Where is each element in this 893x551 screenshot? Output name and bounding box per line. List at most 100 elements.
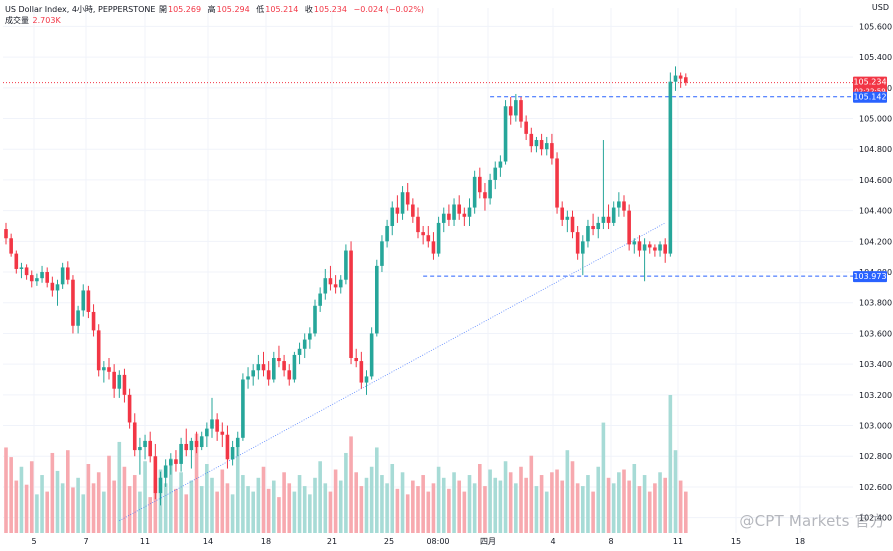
candle-body [81, 290, 86, 311]
volume-bar [478, 464, 482, 533]
candle-body [328, 278, 333, 285]
candle-body [575, 232, 580, 254]
candle-body [606, 216, 611, 223]
volume-bar [112, 480, 116, 533]
volume-bar [205, 464, 209, 533]
volume-bar [586, 475, 590, 533]
candle-body [302, 339, 307, 349]
volume-bars [4, 395, 688, 533]
volume-bar [426, 491, 431, 533]
time-axis[interactable]: 5 7 11 14 18 21 25 08:00 四月 4 8 11 15 18 [31, 537, 805, 546]
high-label: 高 [207, 5, 216, 14]
candle-body [658, 244, 662, 251]
candle-body [596, 222, 601, 230]
candle-body [637, 241, 642, 251]
candle-body [467, 207, 472, 217]
candle-body [565, 216, 570, 220]
volume-bar [544, 491, 549, 533]
volume-bar [498, 480, 503, 533]
candle-body [282, 361, 286, 371]
volume-bar [71, 487, 75, 533]
candle-body [570, 216, 575, 233]
candle-body [529, 133, 534, 147]
candle-body [220, 431, 225, 435]
candle-body [272, 358, 276, 380]
volume-bar [148, 497, 152, 533]
candle-body [9, 238, 13, 254]
candle-body [519, 100, 523, 122]
candle-body [673, 75, 678, 82]
volume-bar [9, 457, 13, 533]
candle-body [380, 241, 384, 266]
candle-body [210, 419, 214, 429]
candle-body [544, 143, 549, 150]
volume-bar [472, 483, 477, 533]
candle-body [215, 419, 219, 432]
volume-bar [447, 488, 451, 533]
volume-bar [611, 483, 616, 533]
currency-label[interactable]: USD [871, 3, 889, 12]
candle-body [102, 367, 106, 371]
candle-body [426, 235, 431, 242]
candle-body [390, 207, 395, 226]
volume-bar [581, 486, 585, 533]
symbol-title[interactable]: US Dollar Index, 4小時, PEPPERSTONE [5, 5, 156, 14]
candle-body [627, 210, 631, 245]
volume-bar [338, 480, 343, 533]
x-tick-label: 25 [384, 537, 394, 546]
volume-bar [452, 472, 456, 533]
volume-bar [318, 461, 322, 533]
candle-body [524, 121, 528, 134]
x-tick-label: 11 [140, 537, 150, 546]
candle-body [441, 213, 446, 223]
level-price-badge [853, 91, 887, 103]
volume-bar [380, 475, 384, 533]
current-price-label: 105.234 [853, 78, 886, 87]
candle-body [369, 333, 374, 377]
level-price-label: 105.142 [853, 93, 886, 102]
candle-body [205, 428, 209, 437]
candle-body [55, 284, 60, 291]
candle-body [308, 333, 312, 340]
volume-bar [508, 472, 513, 533]
volume-bar [601, 422, 606, 533]
candle-body [668, 81, 673, 254]
volume-bar [153, 477, 158, 533]
x-tick-label: 15 [731, 537, 741, 546]
x-tick-label: 18 [261, 537, 271, 546]
high-value: 105.294 [216, 5, 250, 14]
candle-body [349, 250, 353, 358]
candle-body [143, 440, 147, 448]
volume-bar [174, 488, 178, 533]
volume-bar [441, 477, 446, 533]
candle-body [333, 284, 338, 288]
volume-bar [292, 491, 297, 533]
volume-bar [308, 494, 312, 533]
volume-bar [668, 395, 673, 533]
volume-bar [606, 477, 611, 533]
volume-bar [256, 477, 261, 533]
volume-bar [550, 472, 554, 533]
candle-body [230, 447, 235, 460]
candle-body [117, 374, 122, 389]
y-tick-label: 103.600 [859, 329, 892, 338]
y-tick-label: 104.800 [859, 145, 892, 154]
volume-bar [359, 486, 364, 533]
candle-body [19, 267, 24, 269]
candle-body [148, 440, 152, 457]
candle-body [199, 436, 204, 448]
candle-body [586, 225, 590, 242]
volume-bar [29, 461, 34, 533]
volume-bar [349, 436, 353, 533]
candle-body [323, 278, 328, 294]
volume-bar [647, 491, 652, 533]
volume-bar [225, 483, 230, 533]
candle-body [375, 265, 379, 334]
volume-bar [627, 480, 631, 533]
volume-bar [76, 477, 80, 533]
volume-bar [241, 475, 245, 533]
x-tick-label: 7 [83, 537, 88, 546]
volume-bar [313, 477, 317, 533]
